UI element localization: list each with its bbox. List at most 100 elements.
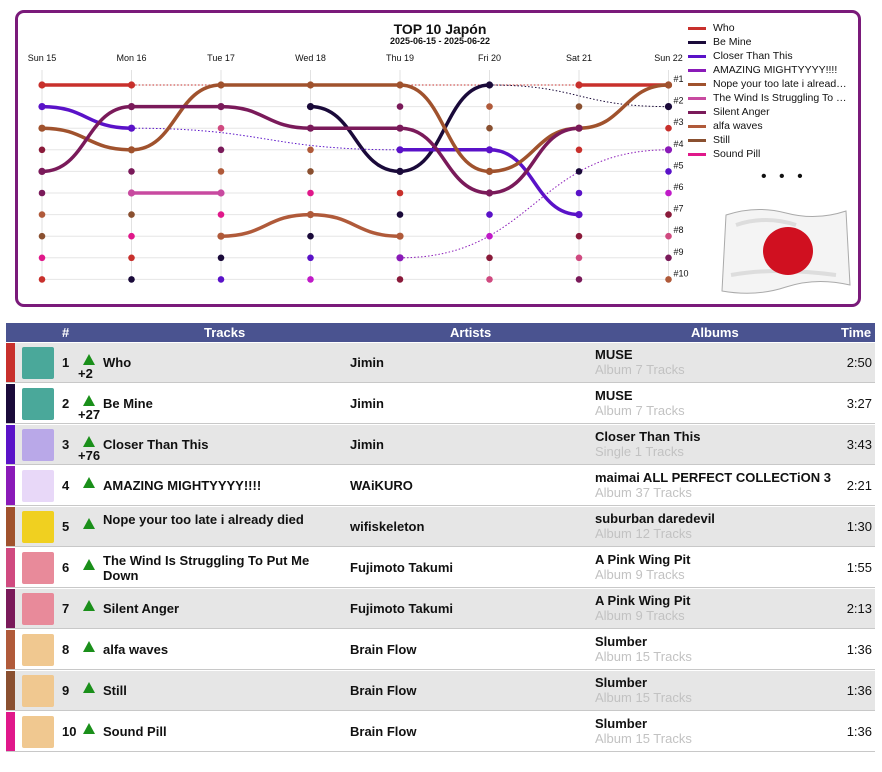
series-point xyxy=(485,81,494,89)
artist-name[interactable]: Fujimoto Takumi xyxy=(350,560,454,575)
album-cover-thumbnail[interactable] xyxy=(22,675,54,707)
album-title[interactable]: MUSE xyxy=(595,388,633,403)
rank-number: 6 xyxy=(62,560,70,575)
album-title[interactable]: A Pink Wing Pit xyxy=(595,552,691,567)
track-title[interactable]: Still xyxy=(103,683,127,698)
table-row[interactable]: 6 The Wind Is Struggling To Put Me Down Fu… xyxy=(6,548,875,588)
album-title[interactable]: Slumber xyxy=(595,675,648,690)
album-cover-thumbnail[interactable] xyxy=(22,634,54,666)
table-row[interactable]: 2 +27 Be Mine Jimin MUSE Album 7 Tracks 3:27 xyxy=(6,384,875,424)
track-title[interactable]: alfa waves xyxy=(103,642,169,657)
legend-swatch xyxy=(688,82,706,86)
series-line xyxy=(220,104,311,130)
album-title[interactable]: Slumber xyxy=(595,716,648,731)
artist-name[interactable]: Brain Flow xyxy=(350,724,417,739)
album-title[interactable]: Slumber xyxy=(595,634,648,649)
album-cover-thumbnail[interactable] xyxy=(22,429,54,461)
album-cover-thumbnail[interactable] xyxy=(22,347,54,379)
artist-name[interactable]: Jimin xyxy=(350,355,384,370)
artist-name[interactable]: wifiskeleton xyxy=(350,519,425,534)
artist-name[interactable]: Brain Flow xyxy=(350,683,417,698)
album-title[interactable]: MUSE xyxy=(595,347,633,362)
legend-item[interactable]: Nope your too late i already died xyxy=(688,77,858,91)
table-row[interactable]: 7 Silent Anger Fujimoto Takumi A Pink Wing … xyxy=(6,589,875,629)
table-row[interactable]: 4 AMAZING MIGHTYYYY!!!! WAiKURO maimai ALL … xyxy=(6,466,875,506)
series-point xyxy=(306,124,315,132)
album-cell: Slumber Album 15 Tracks xyxy=(595,716,850,746)
album-title[interactable]: maimai ALL PERFECT COLLECTiON 3 xyxy=(595,470,831,485)
track-title[interactable]: Be Mine xyxy=(103,396,153,411)
track-title[interactable]: The Wind Is Struggling To Put Me Down xyxy=(103,553,310,583)
legend-item[interactable]: The Wind Is Struggling To Put Me Down xyxy=(688,91,858,105)
rank-tick-label: #10 xyxy=(674,268,689,278)
album-cover-thumbnail[interactable] xyxy=(22,552,54,584)
x-tick-label: Wed 18 xyxy=(295,53,326,63)
legend-item[interactable]: AMAZING MIGHTYYYY!!!! xyxy=(688,63,858,77)
rank-tick-label: #5 xyxy=(674,160,684,170)
rank-marker xyxy=(396,211,404,218)
album-cover-thumbnail[interactable] xyxy=(22,388,54,420)
legend-label: Silent Anger xyxy=(713,106,770,118)
series-point xyxy=(664,103,673,111)
album-cell: Closer Than This Single 1 Tracks xyxy=(595,429,850,459)
artist-name[interactable]: Fujimoto Takumi xyxy=(350,601,454,616)
rank-marker xyxy=(217,146,225,154)
series-point xyxy=(38,81,46,89)
rank-marker xyxy=(307,189,314,197)
album-cover-thumbnail[interactable] xyxy=(22,716,54,748)
table-row[interactable]: 9 Still Brain Flow Slumber Album 15 Tracks 1:… xyxy=(6,671,875,711)
rank-marker xyxy=(396,103,404,110)
rank-marker xyxy=(396,276,404,283)
track-duration: 1:36 xyxy=(846,724,872,739)
rank-marker xyxy=(486,103,493,110)
track-title[interactable]: Sound Pill xyxy=(103,724,167,739)
rank-marker xyxy=(665,189,672,197)
legend-item[interactable]: alfa waves xyxy=(688,119,858,133)
album-title[interactable]: A Pink Wing Pit xyxy=(595,593,691,608)
artist-name[interactable]: WAiKURO xyxy=(350,478,413,493)
header-albums: Albums xyxy=(691,325,739,340)
track-title[interactable]: Closer Than This xyxy=(103,437,209,452)
track-title[interactable]: AMAZING MIGHTYYYY!!!! xyxy=(103,478,262,493)
legend-item[interactable]: Closer Than This xyxy=(688,49,858,63)
legend-item[interactable]: Be Mine xyxy=(688,35,858,49)
rank-tick-label: #9 xyxy=(674,247,684,257)
legend-item[interactable]: Who xyxy=(688,21,858,35)
track-duration: 2:13 xyxy=(846,601,872,616)
album-title[interactable]: Closer Than This xyxy=(595,429,701,444)
rank-marker xyxy=(307,232,314,240)
album-cell: MUSE Album 7 Tracks xyxy=(595,388,850,418)
album-cell: Slumber Album 15 Tracks xyxy=(595,634,850,664)
legend-item[interactable]: Silent Anger xyxy=(688,105,858,119)
legend-label: Sound Pill xyxy=(713,148,761,160)
table-row[interactable]: 3 +76 Closer Than This Jimin Closer Than Thi… xyxy=(6,425,875,465)
up-arrow-icon xyxy=(83,682,95,693)
series-point xyxy=(217,103,225,111)
series-point xyxy=(485,189,494,197)
table-row[interactable]: 1 +2 Who Jimin MUSE Album 7 Tracks 2:50 xyxy=(6,343,875,383)
table-header: # Tracks Artists Albums Time xyxy=(6,323,875,342)
legend-item[interactable]: Still xyxy=(688,133,858,147)
table-row[interactable]: 5 Nope your too late i already died wifisk… xyxy=(6,507,875,547)
album-cover-thumbnail[interactable] xyxy=(22,470,54,502)
artist-name[interactable]: Jimin xyxy=(350,437,384,452)
track-title[interactable]: Silent Anger xyxy=(103,601,180,616)
series-point xyxy=(127,124,136,132)
chart-subtitle: 2025-06-15 - 2025-06-22 xyxy=(390,36,490,46)
track-duration: 2:50 xyxy=(846,355,872,370)
legend-swatch xyxy=(688,110,706,114)
album-title[interactable]: suburban daredevil xyxy=(595,511,715,526)
rank-number: 5 xyxy=(62,519,70,534)
album-cover-thumbnail[interactable] xyxy=(22,593,54,625)
album-cover-thumbnail[interactable] xyxy=(22,511,54,543)
series-line xyxy=(131,83,222,152)
legend-item[interactable]: Sound Pill xyxy=(688,147,858,161)
row-color-stripe xyxy=(6,343,15,382)
track-title[interactable]: Nope your too late i already died xyxy=(103,512,304,527)
artist-name[interactable]: Brain Flow xyxy=(350,642,417,657)
artist-name[interactable]: Jimin xyxy=(350,396,384,411)
table-row[interactable]: 8 alfa waves Brain Flow Slumber Album 15 Tra… xyxy=(6,630,875,670)
rank-marker xyxy=(217,124,225,132)
track-title[interactable]: Who xyxy=(103,355,132,370)
table-row[interactable]: 10 Sound Pill Brain Flow Slumber Album 15 Tr… xyxy=(6,712,875,752)
